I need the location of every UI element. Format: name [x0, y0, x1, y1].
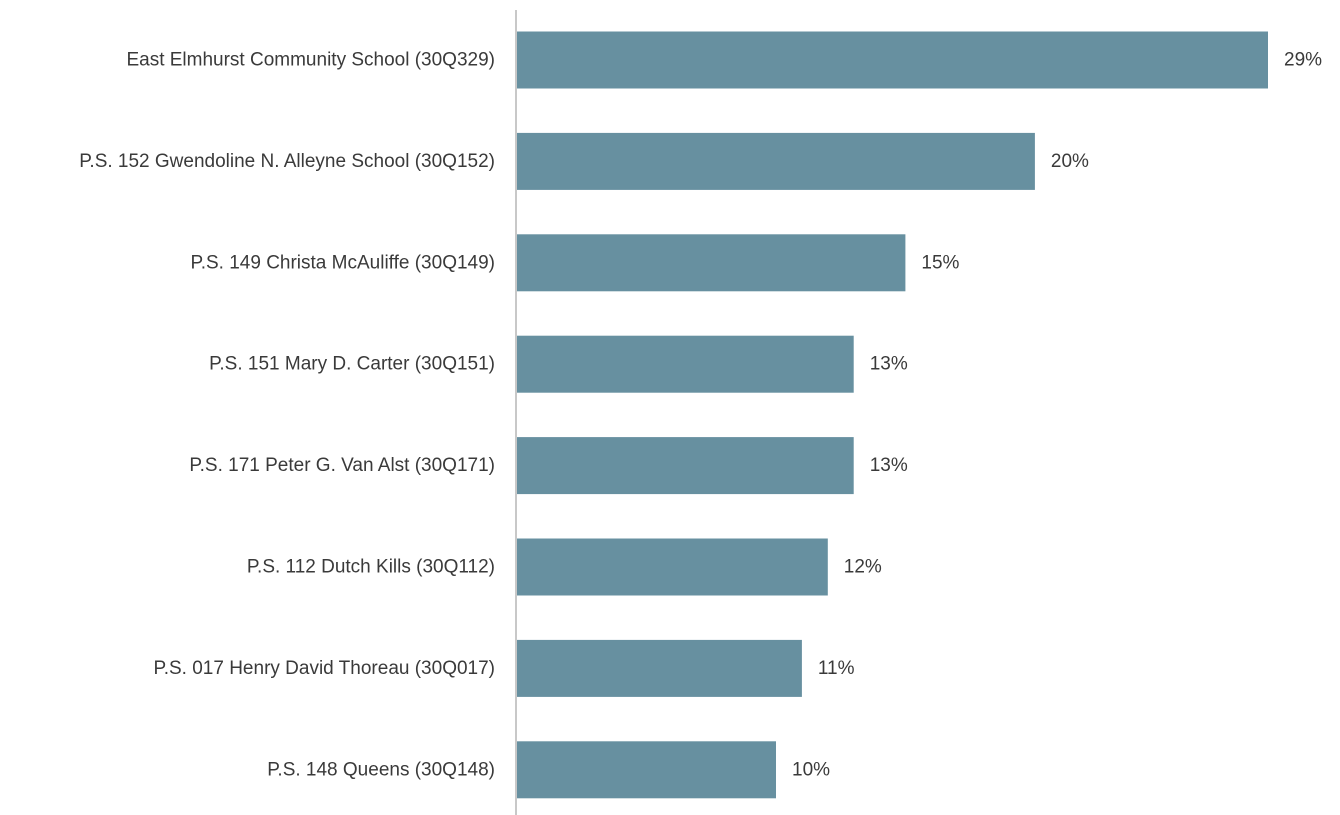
value-labels-group: 29% 20% 15% 13% 13% 12% 11% 10% — [792, 50, 1322, 781]
data-label: 12% — [844, 557, 882, 578]
data-label: 11% — [818, 658, 855, 679]
category-label: P.S. 151 Mary D. Carter (30Q151) — [209, 354, 495, 375]
data-label: 13% — [870, 354, 908, 375]
category-label: P.S. 152 Gwendoline N. Alleyne School (3… — [79, 151, 495, 172]
bar — [517, 132, 1035, 190]
bar — [517, 741, 776, 799]
category-label: P.S. 148 Queens (30Q148) — [267, 759, 495, 780]
category-label: P.S. 171 Peter G. Van Alst (30Q171) — [189, 455, 495, 476]
bar — [517, 234, 906, 292]
category-labels-group: East Elmhurst Community School (30Q329) P… — [79, 50, 495, 781]
bar — [517, 31, 1268, 89]
category-label: P.S. 112 Dutch Kills (30Q112) — [247, 557, 495, 578]
category-label: P.S. 149 Christa McAuliffe (30Q149) — [190, 252, 495, 273]
category-label: East Elmhurst Community School (30Q329) — [126, 50, 495, 71]
data-label: 13% — [870, 455, 908, 476]
data-label: 29% — [1284, 50, 1322, 71]
bar — [517, 639, 802, 697]
data-label: 15% — [921, 252, 959, 273]
category-label: P.S. 017 Henry David Thoreau (30Q017) — [154, 658, 496, 679]
bar — [517, 335, 854, 393]
data-label: 20% — [1051, 151, 1089, 172]
bar — [517, 437, 854, 495]
bars-group — [517, 31, 1268, 799]
bar — [517, 538, 828, 596]
data-label: 10% — [792, 759, 830, 780]
